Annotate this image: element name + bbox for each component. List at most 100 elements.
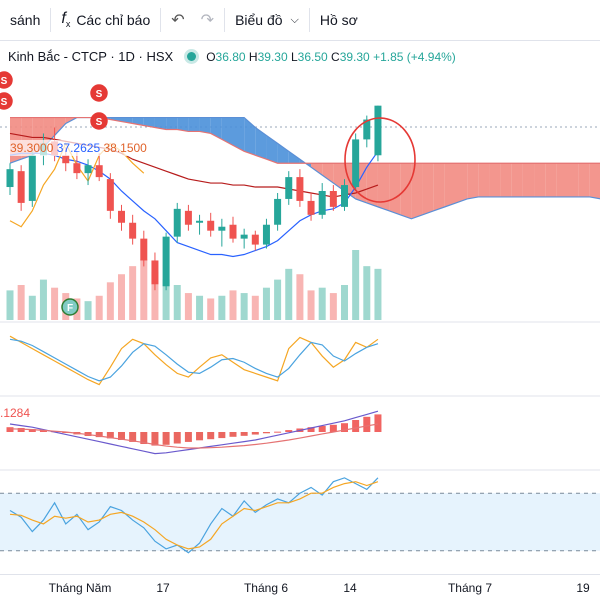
macd-value: .1284 — [0, 406, 31, 420]
volume-bar — [251, 295, 259, 320]
open-value: 36.80 — [215, 49, 246, 64]
candle-body — [352, 139, 360, 188]
chart-menu-button[interactable]: Biểu đồ ⌵ — [225, 0, 309, 40]
split-marker-letter: S — [1, 76, 8, 87]
high-label: H — [248, 49, 258, 64]
split-marker: S — [0, 92, 13, 110]
time-axis[interactable]: Tháng Năm 17 Tháng 6 14 Tháng 7 19 — [0, 574, 600, 601]
macd-histogram-bar — [173, 432, 181, 444]
senkou-span-b-line — [10, 116, 600, 164]
volume-bar — [329, 293, 337, 320]
volume-bar — [184, 293, 192, 320]
ichimoku-cloud-segment — [489, 163, 501, 197]
macd-histogram-bar — [307, 427, 315, 432]
macd-histogram-bar — [251, 432, 259, 435]
volume-bar — [173, 285, 181, 320]
split-marker: S — [90, 112, 108, 130]
macd-histogram-bar — [363, 416, 371, 432]
macd-signal-line — [9, 423, 379, 449]
ichimoku-cloud-segment — [444, 163, 456, 207]
macd-histogram-bar — [162, 432, 170, 445]
candle-body — [341, 185, 348, 207]
undo-redo-group: ↶ ↷ — [161, 0, 224, 40]
indicator-value-1: 39.3000 — [10, 141, 54, 155]
candle-body — [296, 177, 304, 201]
indicators-label: Các chỉ báo — [76, 12, 151, 28]
ichimoku-cloud-segment — [177, 117, 189, 132]
ichimoku-cloud-segment — [266, 135, 278, 164]
fx-icon: fx — [61, 10, 71, 30]
macd-histogram-bar — [374, 414, 382, 432]
candle-body — [318, 191, 326, 215]
macd-histogram-bar — [184, 432, 192, 442]
redo-icon[interactable]: ↷ — [200, 12, 215, 29]
undo-icon[interactable]: ↶ — [171, 12, 185, 29]
high-value: 39.30 — [257, 49, 288, 64]
candle-body — [363, 119, 371, 140]
ichimoku-cloud-segment — [277, 143, 289, 164]
macd-histogram-bar — [218, 432, 226, 439]
macd-histogram-bar — [262, 432, 270, 434]
volume-bar — [240, 293, 248, 320]
macd-histogram-bar — [240, 432, 248, 436]
ichimoku-cloud-segment — [433, 163, 445, 211]
candle-body — [106, 179, 114, 211]
ichimoku-cloud-segment — [199, 117, 211, 134]
low-label: L — [290, 49, 298, 64]
macd-histogram-bar — [28, 429, 36, 432]
candle-body — [274, 198, 282, 225]
profile-button[interactable]: Hồ sơ — [310, 0, 368, 40]
market-open-dot — [187, 52, 197, 61]
candle-body — [229, 224, 237, 239]
macd-histogram-bar — [6, 427, 14, 432]
split-marker-badge — [90, 84, 108, 102]
stoch-k-line — [9, 335, 379, 386]
symbol-title[interactable]: Kinh Bắc - CTCP · 1D · HSX — [8, 49, 174, 64]
volume-bar — [196, 295, 204, 320]
candle-body — [73, 163, 81, 174]
volume-bar — [374, 268, 382, 320]
volume-bar — [95, 295, 103, 320]
candle-body — [140, 238, 148, 261]
toolbar-divider — [308, 8, 310, 32]
ichimoku-cloud-segment — [400, 163, 412, 219]
ichimoku-cloud-segment — [244, 117, 256, 156]
candle-body — [218, 226, 226, 231]
volume-bar — [318, 287, 326, 320]
macd-histogram-bar — [151, 432, 159, 446]
toolbar-divider — [224, 8, 226, 32]
candle-body — [129, 222, 137, 239]
toolbar-divider — [50, 8, 52, 32]
volume-bar — [17, 285, 25, 320]
ichimoku-cloud-segment — [210, 117, 222, 140]
x-tick-label: Tháng Năm — [48, 581, 112, 595]
financial-marker-letter: F — [67, 303, 73, 314]
ichimoku-cloud-segment — [545, 163, 557, 197]
split-marker-badge — [0, 71, 13, 89]
ichimoku-cloud-segment — [500, 163, 512, 197]
macd-histogram-bar — [196, 432, 204, 441]
tenkan-line — [9, 150, 379, 258]
candle-body — [251, 234, 259, 245]
close-label: C — [331, 49, 340, 64]
ichimoku-cloud-segment — [233, 117, 245, 152]
split-marker: S — [90, 84, 108, 102]
financial-marker: F — [61, 298, 79, 316]
macd-histogram-bar — [285, 430, 293, 432]
indicators-button[interactable]: fx Các chỉ báo — [51, 0, 160, 40]
ichimoku-cloud-segment — [411, 163, 423, 219]
macd-histogram-bar — [341, 423, 348, 432]
candle-body — [184, 210, 192, 225]
ichimoku-cloud-segment — [366, 163, 378, 207]
candle-body — [151, 260, 159, 285]
candle-body — [240, 234, 248, 239]
compare-button[interactable]: sánh — [0, 0, 50, 40]
volume-bar — [229, 290, 237, 320]
volume-bar — [51, 287, 59, 320]
volume-bar — [6, 290, 14, 320]
ohlc-values: O36.80 H39.30 L36.50 C39.30 +1.85 (+4.94… — [206, 50, 456, 64]
candle-body — [374, 105, 382, 156]
indicator-value-2: 37.2625 — [56, 141, 101, 155]
candle-body — [6, 169, 14, 188]
